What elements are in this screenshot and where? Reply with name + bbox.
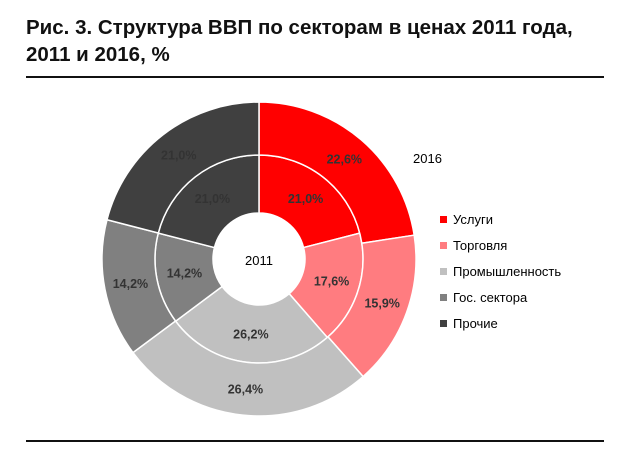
legend-item: Услуги [440,206,561,232]
labels-group: 21,0% 17,6% 26,2% 14,2% 21,0% 22,6% 15,9% 26,4%… [113,148,400,396]
data-label-2016-2: 15,9% [364,297,399,311]
legend-item: Прочие [440,310,561,336]
legend-swatch [440,241,447,249]
legend-label: Услуги [453,211,493,227]
rings-group [101,101,417,417]
legend-label: Гос. сектора [453,289,528,305]
bottom-divider [26,440,604,442]
data-label-2011-5: 21,0% [195,192,230,206]
data-label-2016-3: 26,4% [228,382,263,396]
legend-label: Промышленность [453,263,562,279]
data-label-2016-1: 22,6% [327,153,362,167]
legend-item: Промышленность [440,258,561,284]
top-divider [26,76,604,78]
data-label-2016-4: 14,2% [113,277,148,291]
data-label-2011-4: 14,2% [167,267,202,281]
legend-item: Гос. сектора [440,284,561,310]
legend-label: Торговля [453,237,508,253]
slice-2016-5 [106,101,260,234]
outer-year-label: 2016 [413,151,442,166]
data-label-2016-5: 21,0% [161,148,196,162]
legend-item: Торговля [440,232,561,258]
legend-label: Прочие [453,315,498,331]
data-label-2011-3: 26,2% [233,328,268,342]
legend-swatch [440,319,447,327]
legend: Услуги Торговля Промышленность Гос. сектора… [440,206,561,336]
legend-swatch [440,293,447,301]
chart-title: Рис. 3. Структура ВВП по секторам в цена… [26,16,573,66]
legend-swatch [440,215,447,223]
data-label-2011-2: 17,6% [314,275,349,289]
data-label-2011-1: 21,0% [288,192,323,206]
center-year-label: 2011 [245,253,273,268]
legend-swatch [440,267,447,275]
